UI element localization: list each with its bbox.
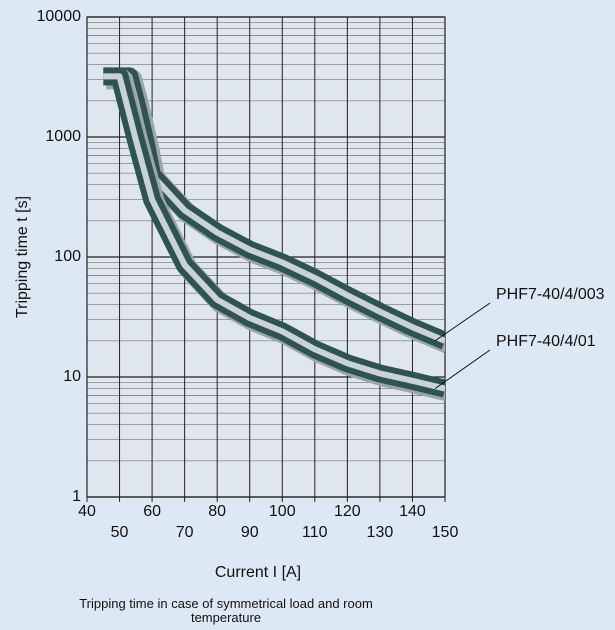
leader-line: [434, 349, 491, 390]
leader-line: [434, 302, 491, 342]
x-tick-label: 40: [78, 503, 96, 520]
y-tick-label: 1000: [45, 128, 81, 145]
chart: Tripping time t [s] Current I [A] 110100…: [14, 8, 605, 581]
x-tick-label: 150: [432, 524, 459, 541]
x-tick-label: 80: [208, 503, 226, 520]
x-tick-label: 90: [241, 524, 259, 541]
y-axis-label: Tripping time t [s]: [14, 196, 31, 318]
plot-border: [86, 16, 446, 498]
caption: Tripping time in case of symmetrical loa…: [79, 596, 373, 625]
x-tick-label: 130: [367, 524, 394, 541]
series-label: PHF7-40/4/01: [496, 333, 596, 350]
x-tick-label: 140: [399, 503, 426, 520]
y-tick-label: 1: [72, 488, 81, 505]
x-tick-label: 70: [176, 524, 194, 541]
series-label: PHF7-40/4/003: [496, 286, 605, 303]
x-tick-label: 100: [269, 503, 296, 520]
curve-highlight: [103, 73, 445, 392]
x-axis-label: Current I [A]: [215, 564, 301, 581]
y-tick-label: 100: [54, 248, 81, 265]
x-tick-label: 60: [143, 503, 161, 520]
y-tick-label: 10000: [37, 8, 82, 25]
y-tick-label: 10: [63, 368, 81, 385]
x-tick-label: 120: [334, 503, 361, 520]
x-tick-label: 110: [302, 524, 328, 541]
curves: [103, 67, 445, 402]
x-tick-label: 50: [111, 524, 129, 541]
